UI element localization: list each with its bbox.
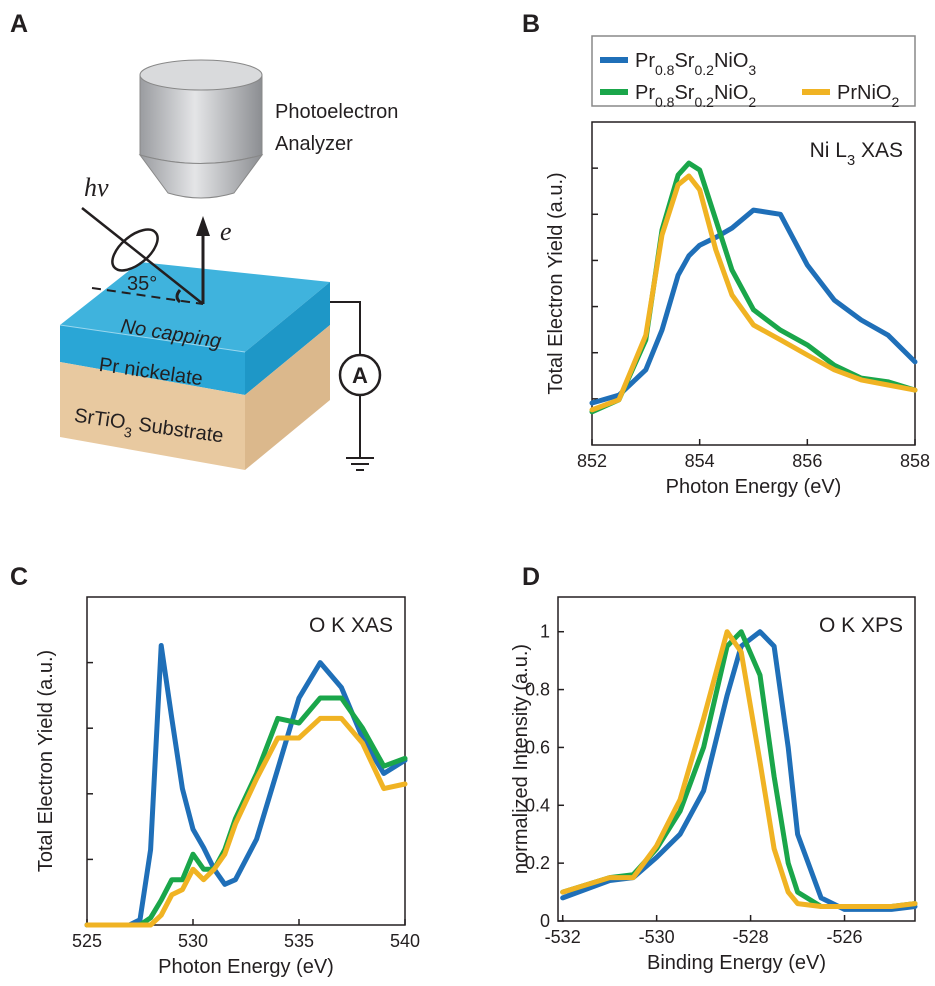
panel-letter: B xyxy=(522,10,540,38)
x-tick-label: 530 xyxy=(178,931,208,951)
legend-label: PrNiO2 xyxy=(837,82,899,110)
plot-frame xyxy=(86,596,406,926)
y-tick-label: 0.4 xyxy=(525,795,550,815)
x-tick-label: 858 xyxy=(900,451,930,471)
panel-letter: D xyxy=(522,563,540,591)
y-axis-label: Total Electron Yield (a.u.) xyxy=(545,172,567,394)
x-axis-label: Photon Energy (eV) xyxy=(158,956,334,978)
wire xyxy=(330,301,361,355)
y-tick-label: 0.8 xyxy=(525,680,550,700)
legend-box xyxy=(591,35,916,107)
substrate-front xyxy=(60,362,245,470)
polarization xyxy=(111,228,159,272)
chart: B 852 854 856 858 Photon Energy (eV) Total Ele… xyxy=(522,10,930,498)
plot-frame xyxy=(591,121,916,446)
photon-label: hν xyxy=(84,173,109,202)
panel-letter: C xyxy=(10,563,28,591)
analyzer-top xyxy=(139,59,263,91)
data-line xyxy=(560,629,918,912)
x-tick-label: 525 xyxy=(72,931,102,951)
data-line xyxy=(560,629,918,909)
electron-label: e xyxy=(220,217,232,246)
photon-beam xyxy=(81,207,204,305)
data-line xyxy=(84,715,408,928)
x-tick-label: 852 xyxy=(577,451,607,471)
chart: D -532 -530 -528 -526 0 0.2 0.4 0.6 0.8 1 Binding E… xyxy=(510,563,918,974)
x-tick-label: -530 xyxy=(639,927,675,947)
x-tick-label: -526 xyxy=(827,927,863,947)
annotation: O K XPS xyxy=(819,614,903,637)
data-line xyxy=(84,695,408,928)
film-front xyxy=(60,325,245,395)
annotation: O K XAS xyxy=(309,614,393,637)
ammeter-label: A xyxy=(352,363,368,388)
y-tick-label: 1 xyxy=(540,622,550,642)
arrow-head xyxy=(196,216,210,236)
y-tick-label: 0.6 xyxy=(525,737,550,757)
data-line xyxy=(589,173,918,413)
panel-a-diagram: A Photoelectron Analyzer No capping Pr n… xyxy=(10,10,398,471)
angle-label: 35° xyxy=(127,273,157,295)
x-tick-label: -528 xyxy=(733,927,769,947)
data-line xyxy=(560,629,918,909)
substrate-side xyxy=(245,325,330,470)
x-tick-label: 540 xyxy=(390,931,420,951)
edge xyxy=(59,324,246,353)
annotation: Ni L3 XAS xyxy=(810,139,903,169)
x-axis-label: Photon Energy (eV) xyxy=(666,476,842,498)
chart: C 525 530 535 540 Photon Energy (eV) Total Ele… xyxy=(10,563,420,978)
plot-frame xyxy=(557,596,916,922)
legend-label: Pr0.8Sr0.2NiO2 xyxy=(635,82,756,110)
x-axis-label: Binding Energy (eV) xyxy=(647,952,826,974)
y-tick-label: 0.2 xyxy=(525,853,550,873)
y-axis-label: normalized Intensity (a.u.) xyxy=(510,644,532,874)
analyzer-label: Photoelectron xyxy=(275,101,398,123)
y-axis-label: Total Electron Yield (a.u.) xyxy=(35,650,57,872)
x-tick-label: -532 xyxy=(545,927,581,947)
analyzer-label: Analyzer xyxy=(275,133,353,155)
x-tick-label: 856 xyxy=(792,451,822,471)
angle-arc xyxy=(175,289,182,304)
data-line xyxy=(84,643,408,928)
film-side xyxy=(245,282,330,395)
analyzer-cone xyxy=(138,154,264,199)
legend-label: Pr0.8Sr0.2NiO3 xyxy=(635,50,756,78)
surface-line xyxy=(91,287,204,305)
film-top xyxy=(60,262,330,352)
x-tick-label: 535 xyxy=(284,931,314,951)
panel-letter: A xyxy=(10,10,28,38)
data-line xyxy=(589,207,918,406)
y-tick-label: 0 xyxy=(540,911,550,931)
x-tick-label: 854 xyxy=(685,451,715,471)
